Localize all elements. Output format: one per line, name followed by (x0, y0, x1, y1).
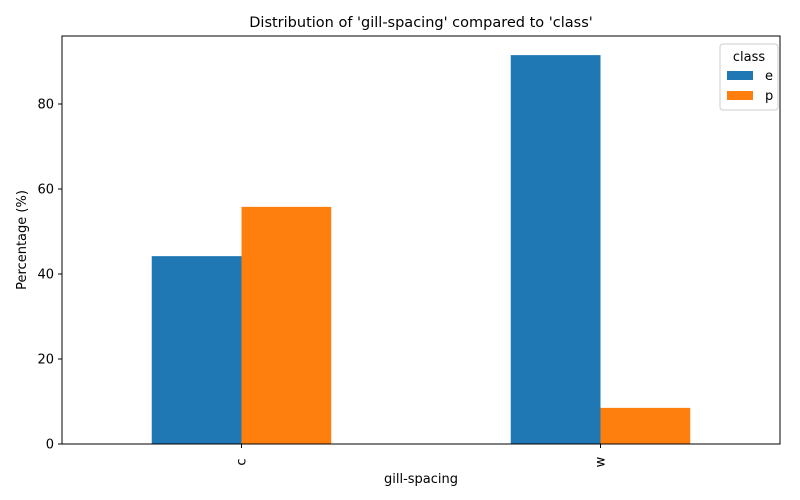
y-tick-label: 60 (37, 183, 54, 198)
x-axis-label: gill-spacing (384, 472, 458, 487)
bars-group (151, 55, 691, 444)
y-axis-label: Percentage (%) (15, 190, 30, 290)
x-tick-label: w (594, 456, 609, 467)
plot-frame (61, 35, 781, 445)
legend: class ep (719, 43, 779, 111)
y-tick-label: 80 (37, 98, 54, 113)
x-tick-label: c (235, 458, 250, 465)
chart-title: Distribution of 'gill-spacing' compared … (249, 15, 593, 31)
legend-entry-e: e (765, 69, 773, 84)
y-axis: 0 20 40 60 80 (37, 98, 62, 453)
bar-p-c (241, 206, 332, 444)
legend-swatch-e (727, 71, 753, 80)
y-tick-label: 20 (37, 353, 54, 368)
legend-title: class (733, 50, 765, 65)
y-tick-label: 0 (46, 438, 54, 453)
bar-e-w (510, 55, 601, 444)
bar-p-w (600, 407, 691, 444)
legend-swatch-p (727, 91, 753, 100)
bar-e-c (151, 256, 242, 444)
legend-entry-p: p (765, 89, 773, 104)
y-tick-label: 40 (37, 268, 54, 283)
